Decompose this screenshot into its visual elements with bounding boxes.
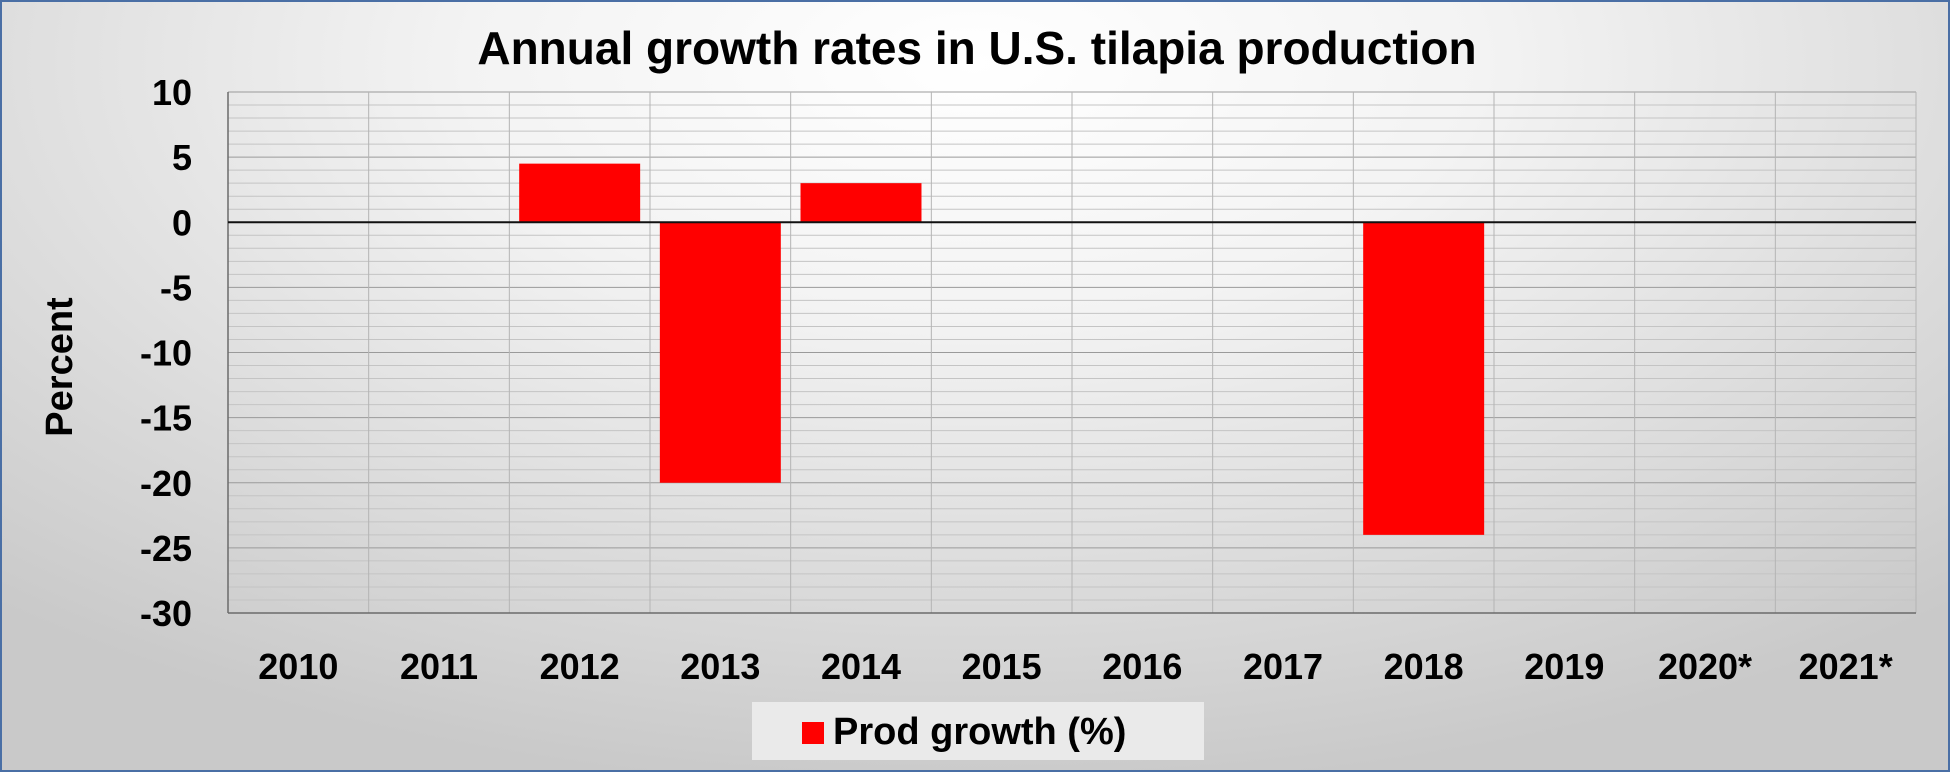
bar-2018 bbox=[1363, 222, 1485, 535]
y-tick-labels: 10 5 0 -5 -10 -15 -20 -25 -30 bbox=[140, 72, 192, 634]
bar-2014 bbox=[800, 183, 922, 223]
y-tick-label: -10 bbox=[140, 333, 192, 374]
x-tick-label: 2021* bbox=[1799, 646, 1893, 687]
x-tick-label: 2013 bbox=[680, 646, 760, 687]
legend: Prod growth (%) bbox=[752, 702, 1204, 760]
bar-2013 bbox=[659, 222, 781, 483]
y-tick-label: 10 bbox=[152, 72, 192, 113]
x-tick-labels: 2010 2011 2012 2013 2014 2015 2016 2017 2018 2019… bbox=[258, 646, 1892, 687]
bar-2012 bbox=[519, 163, 641, 223]
axes bbox=[227, 92, 1916, 614]
x-tick-label: 2010 bbox=[258, 646, 338, 687]
x-tick-label: 2020* bbox=[1658, 646, 1752, 687]
x-tick-label: 2014 bbox=[821, 646, 901, 687]
gridlines bbox=[227, 91, 1917, 614]
x-tick-label: 2019 bbox=[1524, 646, 1604, 687]
legend-box bbox=[752, 702, 1204, 760]
y-tick-label: -5 bbox=[160, 267, 192, 308]
legend-swatch bbox=[802, 722, 824, 744]
x-tick-label: 2018 bbox=[1384, 646, 1464, 687]
y-tick-label: -30 bbox=[140, 593, 192, 634]
bars bbox=[519, 163, 1485, 535]
x-tick-label: 2017 bbox=[1243, 646, 1323, 687]
y-axis-label: Percent bbox=[39, 297, 81, 437]
x-tick-label: 2012 bbox=[540, 646, 620, 687]
x-tick-label: 2016 bbox=[1102, 646, 1182, 687]
chart-title: Annual growth rates in U.S. tilapia prod… bbox=[477, 22, 1476, 74]
legend-label: Prod growth (%) bbox=[833, 711, 1126, 753]
y-tick-label: -25 bbox=[140, 528, 192, 569]
x-tick-label: 2015 bbox=[962, 646, 1042, 687]
y-tick-label: 0 bbox=[172, 202, 192, 243]
x-tick-label: 2011 bbox=[400, 646, 478, 687]
y-tick-label: 5 bbox=[172, 137, 192, 178]
y-tick-label: -20 bbox=[140, 463, 192, 504]
y-tick-label: -15 bbox=[140, 398, 192, 439]
